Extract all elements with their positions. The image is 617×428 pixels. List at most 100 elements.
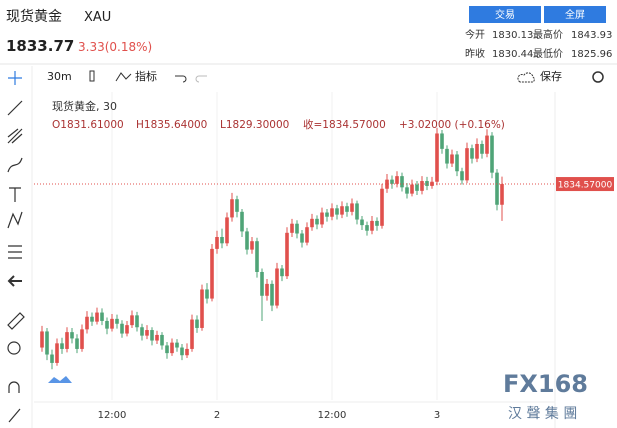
candle-body [195, 319, 199, 328]
candle-body [130, 315, 134, 326]
x-tick-label: 12:00 [98, 410, 127, 421]
pattern-tool[interactable] [7, 211, 23, 229]
candle-body [335, 208, 339, 215]
candle-body [95, 312, 99, 322]
candle-body [465, 148, 469, 181]
undo-button[interactable] [175, 75, 187, 83]
candle-body [415, 184, 419, 191]
ruler-tool[interactable] [7, 312, 25, 330]
candle-body [250, 241, 254, 250]
brush-tool[interactable] [7, 157, 23, 173]
candle-body [160, 334, 164, 346]
interval-button[interactable]: 30m [47, 70, 72, 83]
trade-button-label[interactable]: 交易 [495, 8, 515, 21]
candle-body [295, 223, 299, 234]
candle-body [320, 212, 324, 225]
candle-body [70, 332, 74, 339]
measure-tool[interactable] [8, 245, 22, 259]
x-tick-label: 3 [434, 410, 440, 421]
candle-body [470, 148, 474, 159]
stat-value: 1830.13 [492, 30, 533, 41]
candle-body [135, 315, 139, 328]
text-tool[interactable] [9, 187, 21, 202]
candle-body [315, 218, 319, 225]
candle-body [495, 172, 499, 205]
legend-close: 收=1834.57000 [303, 118, 386, 131]
candle-body [420, 181, 424, 191]
candle-body [285, 232, 289, 277]
candle-body [55, 343, 59, 363]
crosshair-tool[interactable] [8, 71, 22, 85]
candle-body [475, 143, 479, 159]
candle-body [200, 289, 204, 328]
back-tool[interactable] [7, 275, 22, 287]
candle-body [155, 334, 159, 341]
candle-body [115, 318, 119, 324]
candle-body [230, 199, 234, 218]
legend-change: +3.02000 (+0.16%) [399, 119, 505, 131]
candle-body [300, 233, 304, 243]
candle-body [165, 345, 169, 354]
candle-body [275, 268, 279, 306]
candle-body [305, 227, 309, 243]
candle-body [405, 187, 409, 194]
candle-body [395, 176, 399, 184]
legend-title: 现货黄金, 30 [52, 99, 117, 113]
candle-body [110, 318, 114, 329]
candle-body [360, 219, 364, 226]
candle-body [280, 268, 284, 277]
candle-body [340, 206, 344, 215]
candle-body [435, 133, 439, 182]
indicators-button[interactable]: 指标 [135, 69, 157, 83]
candle-body [445, 148, 449, 164]
candle-body [170, 342, 174, 354]
candle-body [215, 237, 219, 249]
candle-body [105, 320, 109, 329]
fib-tool[interactable] [7, 128, 23, 144]
fullscreen-button[interactable] [544, 6, 606, 23]
candle-body [265, 283, 269, 296]
indicator-icon[interactable] [115, 72, 132, 82]
candle-body [430, 181, 434, 186]
magnet-tool[interactable] [8, 381, 20, 393]
candle-body [330, 208, 334, 217]
candle-body [65, 332, 69, 349]
plot: 12:00 2 12:00 3 1834.57000 [34, 92, 614, 421]
pencil-tool[interactable] [8, 408, 21, 423]
cloud-icon[interactable] [517, 72, 535, 83]
fullscreen-button-label[interactable]: 全屏 [565, 8, 585, 21]
stat-value: 1843.93 [571, 30, 612, 41]
candle-body [225, 217, 229, 244]
candle-body [355, 203, 359, 220]
candle-icon[interactable] [89, 70, 95, 82]
candle-body [260, 271, 264, 296]
instrument-code: XAU [84, 10, 111, 25]
x-tick-label: 12:00 [318, 410, 347, 421]
redo-button[interactable] [195, 75, 207, 83]
candle-body [175, 342, 179, 348]
zoom-tool[interactable] [7, 341, 21, 355]
candle-body [240, 211, 244, 232]
stat-value: 1825.96 [571, 49, 612, 60]
candle-body [400, 176, 404, 188]
stat-label: 最低价 [533, 47, 563, 60]
candle-body [460, 171, 464, 181]
watermark-logo: FX168 [503, 370, 588, 398]
candle-body [45, 331, 49, 355]
candle-body [350, 203, 354, 212]
candle-body [385, 179, 389, 189]
candle-body [125, 325, 129, 334]
price-label: 1834.57000 [558, 181, 613, 191]
settings-button[interactable] [592, 71, 604, 83]
line-tool[interactable] [7, 100, 23, 116]
candle-body [390, 179, 394, 184]
save-button[interactable]: 保存 [540, 69, 562, 83]
candle-body [220, 237, 224, 244]
logo-icon [48, 376, 72, 383]
candle-body [380, 188, 384, 226]
trade-button[interactable] [469, 6, 541, 23]
candle-body [365, 225, 369, 231]
candle-body [85, 316, 89, 330]
